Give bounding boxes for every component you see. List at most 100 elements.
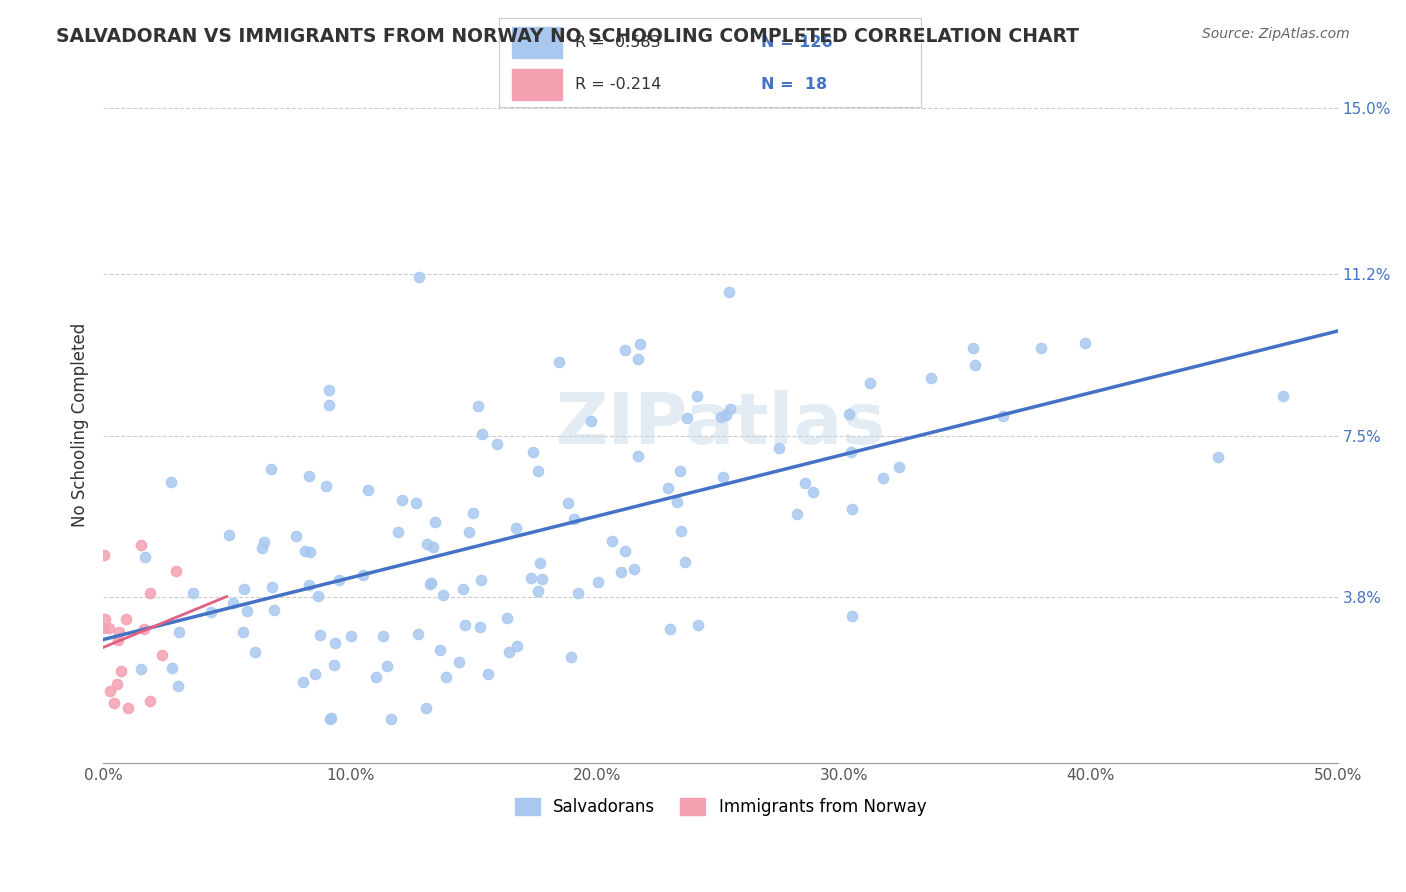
- Point: [319, 713, 342, 727]
- Point: [526, 464, 548, 478]
- Point: [718, 401, 741, 416]
- Point: [98, 620, 121, 634]
- Point: [260, 462, 283, 476]
- Point: [166, 679, 188, 693]
- Point: [218, 528, 240, 542]
- Point: [263, 603, 285, 617]
- Point: [419, 577, 441, 591]
- Point: [108, 625, 131, 640]
- Point: [167, 625, 190, 640]
- Text: Source: ZipAtlas.com: Source: ZipAtlas.com: [1202, 27, 1350, 41]
- Point: [138, 694, 160, 708]
- Point: [107, 677, 129, 691]
- Point: [315, 479, 337, 493]
- Point: [470, 573, 492, 587]
- Point: [93, 548, 115, 562]
- Point: [560, 649, 582, 664]
- Bar: [512, 27, 562, 58]
- Point: [557, 496, 579, 510]
- Point: [505, 521, 527, 535]
- Point: [252, 535, 274, 549]
- Point: [839, 445, 862, 459]
- Point: [613, 544, 636, 558]
- Point: [114, 612, 136, 626]
- Point: [139, 586, 162, 600]
- Point: [688, 618, 710, 632]
- Point: [432, 588, 454, 602]
- Text: R = -0.214: R = -0.214: [575, 78, 661, 92]
- Point: [429, 643, 451, 657]
- Point: [387, 524, 409, 539]
- Point: [422, 540, 444, 554]
- Point: [659, 622, 682, 636]
- Point: [318, 398, 340, 412]
- Point: [318, 384, 340, 398]
- Point: [714, 409, 737, 423]
- Point: [920, 371, 942, 385]
- Y-axis label: No Schooling Completed: No Schooling Completed: [72, 323, 89, 527]
- Point: [666, 495, 689, 509]
- Point: [117, 701, 139, 715]
- Point: [872, 470, 894, 484]
- Point: [485, 437, 508, 451]
- Point: [963, 358, 986, 372]
- Legend: Salvadorans, Immigrants from Norway: Salvadorans, Immigrants from Norway: [508, 791, 932, 822]
- Point: [93, 612, 115, 626]
- Point: [498, 644, 520, 658]
- Point: [669, 464, 692, 478]
- Point: [1031, 341, 1053, 355]
- Point: [408, 269, 430, 284]
- Point: [297, 578, 319, 592]
- Point: [626, 352, 648, 367]
- Point: [564, 512, 586, 526]
- Point: [711, 470, 734, 484]
- Point: [613, 343, 636, 357]
- Point: [859, 376, 882, 390]
- Point: [801, 485, 824, 500]
- Point: [841, 608, 863, 623]
- Point: [610, 565, 633, 579]
- Point: [299, 545, 322, 559]
- Text: ZIPatlas: ZIPatlas: [555, 390, 886, 459]
- Point: [520, 571, 543, 585]
- Point: [285, 528, 308, 542]
- Point: [232, 624, 254, 639]
- Text: N =  18: N = 18: [761, 78, 827, 92]
- Point: [495, 611, 517, 625]
- Point: [838, 407, 860, 421]
- Point: [233, 582, 256, 596]
- Point: [458, 524, 481, 539]
- Point: [405, 496, 427, 510]
- Point: [132, 622, 155, 636]
- Point: [962, 342, 984, 356]
- Point: [391, 493, 413, 508]
- Point: [586, 574, 609, 589]
- Point: [451, 582, 474, 596]
- Point: [467, 399, 489, 413]
- Point: [294, 544, 316, 558]
- Point: [461, 506, 484, 520]
- Point: [160, 475, 183, 490]
- Point: [250, 541, 273, 556]
- Point: [567, 586, 589, 600]
- Point: [786, 508, 808, 522]
- Point: [319, 711, 342, 725]
- Point: [506, 639, 529, 653]
- Point: [686, 389, 709, 403]
- Point: [98, 683, 121, 698]
- Point: [675, 410, 697, 425]
- Point: [160, 661, 183, 675]
- Point: [375, 659, 398, 673]
- Point: [600, 533, 623, 548]
- Point: [235, 603, 257, 617]
- Bar: [512, 69, 562, 100]
- Point: [710, 410, 733, 425]
- Point: [304, 667, 326, 681]
- Point: [548, 355, 571, 369]
- Point: [434, 670, 457, 684]
- Point: [527, 584, 550, 599]
- Point: [477, 666, 499, 681]
- Point: [657, 481, 679, 495]
- Point: [415, 701, 437, 715]
- Point: [292, 674, 315, 689]
